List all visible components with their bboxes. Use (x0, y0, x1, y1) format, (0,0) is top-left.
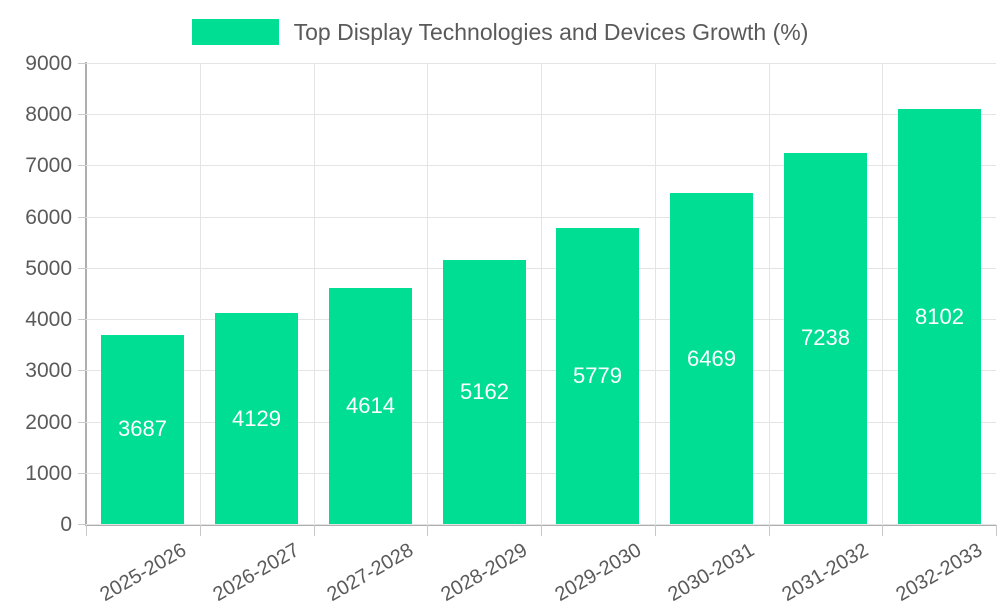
bar-value-label: 3687 (118, 416, 167, 441)
x-tick-mark (314, 525, 315, 536)
x-tick-label: 2025-2026 (95, 539, 190, 606)
y-tick-label: 6000 (25, 206, 72, 229)
x-tick-mark (86, 525, 87, 536)
bar-value-label: 6469 (687, 346, 736, 371)
legend-color-swatch (191, 19, 279, 45)
gridline (655, 63, 656, 524)
y-tick-mark (78, 524, 86, 525)
y-axis-line (85, 62, 87, 525)
x-tick-label: 2027-2028 (323, 539, 418, 606)
gridline (541, 63, 542, 524)
x-tick-label: 2030-2031 (664, 539, 759, 606)
gridline (314, 63, 315, 524)
y-tick-label: 9000 (25, 52, 72, 75)
y-tick-mark (78, 319, 86, 320)
bar[interactable]: 7238 (784, 153, 867, 524)
y-tick-mark (78, 63, 86, 64)
bar[interactable]: 5779 (556, 228, 639, 524)
y-tick-label: 5000 (25, 257, 72, 280)
x-tick-mark (541, 525, 542, 536)
y-tick-mark (78, 370, 86, 371)
bar[interactable]: 5162 (443, 260, 526, 524)
y-tick-label: 2000 (25, 411, 72, 434)
x-tick-mark (769, 525, 770, 536)
x-tick-label: 2026-2027 (209, 539, 304, 606)
gridline (427, 63, 428, 524)
plot-area: 0 1000 2000 3000 4000 5000 6000 7000 8000 9000 36… (25, 53, 997, 606)
y-tick-label: 8000 (25, 103, 72, 126)
bar[interactable]: 8102 (898, 109, 981, 524)
y-tick-mark (78, 422, 86, 423)
bar[interactable]: 4614 (329, 288, 412, 524)
chart-legend: Top Display Technologies and Devices Gro… (0, 14, 1000, 50)
bar-value-label: 7238 (801, 325, 850, 350)
bar[interactable]: 3687 (101, 335, 184, 524)
y-tick-mark (78, 165, 86, 166)
x-tick-label: 2032-2033 (892, 539, 987, 606)
x-tick-label: 2031-2032 (778, 539, 873, 606)
bar-value-label: 4129 (232, 406, 281, 431)
bar[interactable]: 4129 (215, 313, 298, 524)
y-tick-mark (78, 473, 86, 474)
bar-value-label: 5779 (573, 363, 622, 388)
x-axis-line (85, 524, 996, 526)
gridline (882, 63, 883, 524)
y-tick-label: 7000 (25, 154, 72, 177)
y-tick-label: 4000 (25, 308, 72, 331)
x-tick-mark (996, 525, 997, 536)
y-tick-label: 0 (60, 513, 72, 536)
bar[interactable]: 6469 (670, 193, 753, 524)
gridline (200, 63, 201, 524)
bar-value-label: 4614 (346, 393, 395, 418)
x-tick-label: 2028-2029 (437, 539, 532, 606)
x-tick-label: 2029-2030 (550, 539, 645, 606)
gridline (769, 63, 770, 524)
x-tick-mark (655, 525, 656, 536)
gridline (86, 524, 996, 525)
y-tick-mark (78, 217, 86, 218)
x-tick-mark (882, 525, 883, 536)
x-tick-mark (427, 525, 428, 536)
y-tick-mark (78, 114, 86, 115)
y-tick-label: 3000 (25, 359, 72, 382)
y-tick-mark (78, 268, 86, 269)
bar-value-label: 8102 (915, 304, 964, 329)
y-tick-label: 1000 (25, 462, 72, 485)
x-tick-mark (200, 525, 201, 536)
bar-value-label: 5162 (460, 379, 509, 404)
legend-label: Top Display Technologies and Devices Gro… (293, 18, 809, 45)
